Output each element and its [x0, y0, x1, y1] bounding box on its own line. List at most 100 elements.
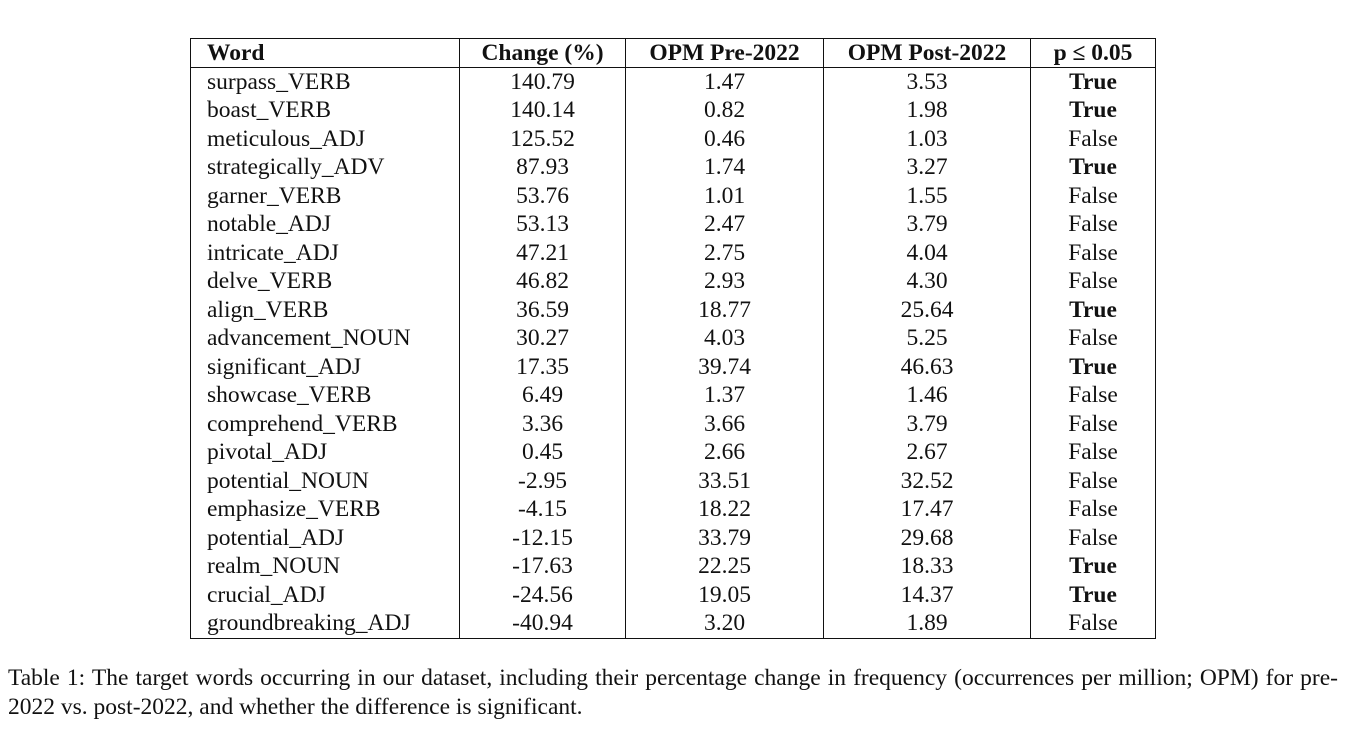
cell-opm-post: 32.52	[823, 467, 1031, 496]
cell-opm-post: 3.53	[823, 67, 1031, 97]
table-row: notable_ADJ 53.13 2.47 3.79 False	[190, 210, 1156, 239]
cell-word: realm_NOUN	[190, 552, 460, 581]
cell-word: potential_NOUN	[190, 467, 460, 496]
cell-opm-pre: 3.20	[625, 609, 824, 639]
cell-significance: False	[1030, 267, 1156, 296]
cell-opm-pre: 2.75	[625, 239, 824, 268]
cell-significance: False	[1030, 609, 1156, 639]
cell-change: -2.95	[459, 467, 626, 496]
cell-opm-post: 1.89	[823, 609, 1031, 639]
cell-word: notable_ADJ	[190, 210, 460, 239]
table-row: garner_VERB 53.76 1.01 1.55 False	[190, 182, 1156, 211]
cell-change: -4.15	[459, 495, 626, 524]
cell-opm-pre: 33.79	[625, 524, 824, 553]
cell-significance: True	[1030, 96, 1156, 125]
cell-word: garner_VERB	[190, 182, 460, 211]
cell-opm-post: 25.64	[823, 296, 1031, 325]
cell-significance: True	[1030, 296, 1156, 325]
cell-change: 3.36	[459, 410, 626, 439]
cell-significance: False	[1030, 524, 1156, 553]
cell-opm-pre: 1.37	[625, 381, 824, 410]
cell-opm-post: 14.37	[823, 581, 1031, 610]
cell-opm-pre: 22.25	[625, 552, 824, 581]
cell-change: 87.93	[459, 153, 626, 182]
cell-change: 30.27	[459, 324, 626, 353]
table-row: showcase_VERB 6.49 1.37 1.46 False	[190, 381, 1156, 410]
table-row: boast_VERB 140.14 0.82 1.98 True	[190, 96, 1156, 125]
cell-change: 36.59	[459, 296, 626, 325]
table-header: Word Change (%) OPM Pre-2022 OPM Post-20…	[190, 38, 1156, 68]
cell-opm-pre: 18.77	[625, 296, 824, 325]
table-row: surpass_VERB 140.79 1.47 3.53 True	[190, 67, 1156, 97]
cell-significance: True	[1030, 67, 1156, 97]
cell-significance: False	[1030, 495, 1156, 524]
table-row: meticulous_ADJ 125.52 0.46 1.03 False	[190, 125, 1156, 154]
table-row: align_VERB 36.59 18.77 25.64 True	[190, 296, 1156, 325]
cell-opm-post: 1.55	[823, 182, 1031, 211]
cell-change: 140.79	[459, 67, 626, 97]
cell-change: 46.82	[459, 267, 626, 296]
header-row: Word Change (%) OPM Pre-2022 OPM Post-20…	[190, 38, 1156, 68]
table-row: comprehend_VERB 3.36 3.66 3.79 False	[190, 410, 1156, 439]
cell-word: delve_VERB	[190, 267, 460, 296]
cell-opm-post: 29.68	[823, 524, 1031, 553]
table-row: significant_ADJ 17.35 39.74 46.63 True	[190, 353, 1156, 382]
cell-significance: False	[1030, 182, 1156, 211]
cell-change: 0.45	[459, 438, 626, 467]
cell-opm-post: 1.98	[823, 96, 1031, 125]
cell-significance: False	[1030, 239, 1156, 268]
cell-word: pivotal_ADJ	[190, 438, 460, 467]
cell-opm-pre: 0.82	[625, 96, 824, 125]
cell-word: significant_ADJ	[190, 353, 460, 382]
cell-significance: True	[1030, 552, 1156, 581]
table-row: advancement_NOUN 30.27 4.03 5.25 False	[190, 324, 1156, 353]
cell-opm-pre: 2.66	[625, 438, 824, 467]
cell-word: emphasize_VERB	[190, 495, 460, 524]
cell-significance: False	[1030, 210, 1156, 239]
cell-word: intricate_ADJ	[190, 239, 460, 268]
cell-change: 53.13	[459, 210, 626, 239]
cell-word: crucial_ADJ	[190, 581, 460, 610]
table-row: groundbreaking_ADJ -40.94 3.20 1.89 False	[190, 609, 1156, 639]
cell-opm-post: 4.04	[823, 239, 1031, 268]
cell-change: 6.49	[459, 381, 626, 410]
table-row: intricate_ADJ 47.21 2.75 4.04 False	[190, 239, 1156, 268]
header-significance: p ≤ 0.05	[1030, 38, 1156, 68]
cell-word: align_VERB	[190, 296, 460, 325]
results-table: Word Change (%) OPM Pre-2022 OPM Post-20…	[190, 38, 1156, 639]
cell-significance: True	[1030, 153, 1156, 182]
cell-opm-post: 2.67	[823, 438, 1031, 467]
cell-opm-pre: 39.74	[625, 353, 824, 382]
table-row: delve_VERB 46.82 2.93 4.30 False	[190, 267, 1156, 296]
cell-change: 53.76	[459, 182, 626, 211]
cell-word: advancement_NOUN	[190, 324, 460, 353]
cell-opm-post: 3.79	[823, 410, 1031, 439]
cell-change: 140.14	[459, 96, 626, 125]
header-opm-pre: OPM Pre-2022	[625, 38, 824, 68]
cell-change: 125.52	[459, 125, 626, 154]
cell-opm-post: 1.03	[823, 125, 1031, 154]
cell-change: -17.63	[459, 552, 626, 581]
cell-opm-post: 46.63	[823, 353, 1031, 382]
cell-opm-pre: 2.93	[625, 267, 824, 296]
cell-significance: False	[1030, 410, 1156, 439]
table-row: pivotal_ADJ 0.45 2.66 2.67 False	[190, 438, 1156, 467]
cell-opm-post: 5.25	[823, 324, 1031, 353]
table-row: emphasize_VERB -4.15 18.22 17.47 False	[190, 495, 1156, 524]
header-change: Change (%)	[459, 38, 626, 68]
table-row: potential_ADJ -12.15 33.79 29.68 False	[190, 524, 1156, 553]
cell-opm-post: 1.46	[823, 381, 1031, 410]
cell-significance: False	[1030, 381, 1156, 410]
cell-word: comprehend_VERB	[190, 410, 460, 439]
cell-opm-pre: 4.03	[625, 324, 824, 353]
table-row: strategically_ADV 87.93 1.74 3.27 True	[190, 153, 1156, 182]
table-body: surpass_VERB 140.79 1.47 3.53 True boast_VERB…	[190, 67, 1156, 639]
cell-opm-post: 18.33	[823, 552, 1031, 581]
table-row: potential_NOUN -2.95 33.51 32.52 False	[190, 467, 1156, 496]
cell-word: strategically_ADV	[190, 153, 460, 182]
cell-opm-pre: 33.51	[625, 467, 824, 496]
cell-opm-pre: 1.47	[625, 67, 824, 97]
header-opm-post: OPM Post-2022	[823, 38, 1031, 68]
cell-significance: False	[1030, 324, 1156, 353]
cell-opm-post: 3.79	[823, 210, 1031, 239]
